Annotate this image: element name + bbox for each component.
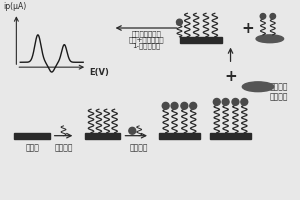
Circle shape bbox=[222, 98, 229, 105]
Text: +: + bbox=[242, 21, 255, 36]
Bar bbox=[85, 133, 121, 139]
Text: 大肠杆菌: 大肠杆菌 bbox=[270, 92, 288, 101]
Text: 捕获探针: 捕获探针 bbox=[54, 144, 73, 153]
Circle shape bbox=[190, 102, 196, 109]
Ellipse shape bbox=[256, 35, 284, 43]
Bar bbox=[210, 133, 251, 139]
Circle shape bbox=[171, 102, 178, 109]
Circle shape bbox=[270, 14, 275, 19]
Circle shape bbox=[260, 14, 266, 19]
Bar bbox=[159, 133, 200, 139]
Bar bbox=[180, 37, 222, 43]
Circle shape bbox=[162, 102, 169, 109]
Text: 蛋白+碱性磷酸酶: 蛋白+碱性磷酸酶 bbox=[128, 36, 164, 43]
Text: ip(μA): ip(μA) bbox=[3, 2, 26, 11]
Text: 链亲和抗生物素: 链亲和抗生物素 bbox=[131, 30, 161, 37]
Ellipse shape bbox=[242, 82, 274, 92]
Circle shape bbox=[241, 98, 248, 105]
Bar bbox=[14, 133, 50, 139]
Text: +: + bbox=[224, 69, 237, 84]
Circle shape bbox=[181, 102, 188, 109]
Circle shape bbox=[232, 98, 239, 105]
Text: 肠致病性: 肠致病性 bbox=[270, 82, 288, 91]
Circle shape bbox=[213, 98, 220, 105]
Text: 1-萘基磷酸盐: 1-萘基磷酸盐 bbox=[132, 42, 160, 49]
Text: 金电极: 金电极 bbox=[25, 144, 39, 153]
Text: 信号探针: 信号探针 bbox=[130, 144, 148, 153]
Circle shape bbox=[176, 19, 182, 25]
Text: E(V): E(V) bbox=[89, 68, 109, 77]
Circle shape bbox=[129, 127, 136, 134]
